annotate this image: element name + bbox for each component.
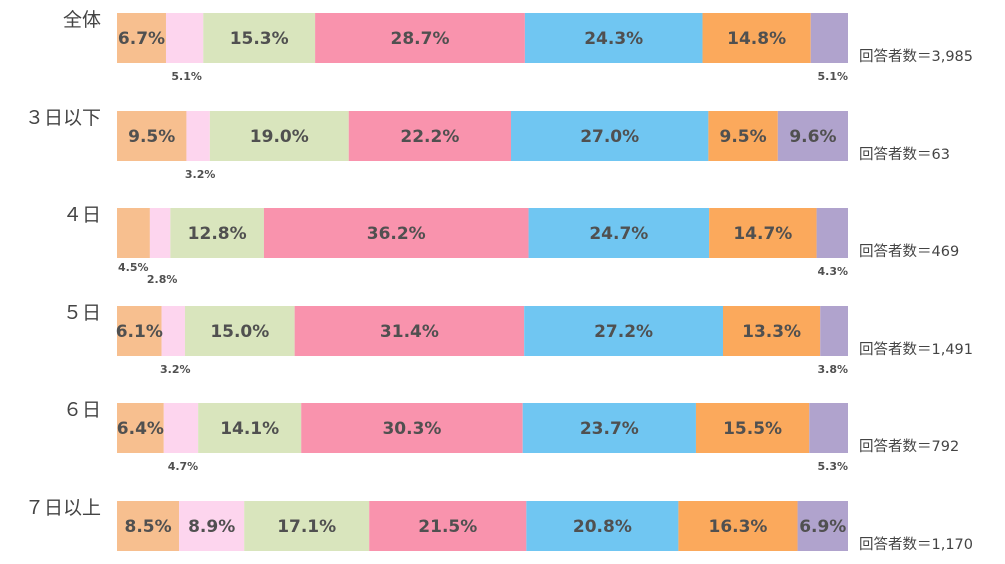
data-label: 3.2% <box>160 363 191 376</box>
bar-segment <box>816 208 848 258</box>
bar-segment <box>809 403 848 453</box>
respondent-count: 回答者数＝3,985 <box>859 48 973 65</box>
bar-segment <box>810 13 848 63</box>
bar-segment <box>678 501 798 551</box>
bar-segment <box>198 403 302 453</box>
data-label: 23.7% <box>580 419 639 439</box>
data-label: 30.3% <box>382 419 441 439</box>
respondent-count: 回答者数＝1,170 <box>859 536 973 553</box>
data-label: 8.9% <box>188 517 235 537</box>
data-label: 8.5% <box>124 517 171 537</box>
data-label: 14.1% <box>220 419 279 439</box>
bar-segment <box>695 403 810 453</box>
bar-segment <box>117 111 187 161</box>
category-label: ７日以上 <box>25 497 101 519</box>
bar-segment <box>244 501 370 551</box>
bar-segment <box>524 306 723 356</box>
bar-segment <box>186 111 210 161</box>
bar-segment <box>165 13 204 63</box>
bar-segment <box>117 208 150 258</box>
data-label: 27.2% <box>594 322 653 342</box>
bar-segment <box>709 208 817 258</box>
category-label: ５日 <box>63 302 101 324</box>
bar-segment <box>777 111 848 161</box>
data-label: 16.3% <box>708 517 767 537</box>
data-label: 24.3% <box>584 29 643 49</box>
bar-segment <box>179 501 245 551</box>
data-label: 21.5% <box>418 517 477 537</box>
data-label: 6.9% <box>799 517 846 537</box>
bar-segment <box>702 13 811 63</box>
data-label: 6.4% <box>117 419 164 439</box>
respondent-count: 回答者数＝1,491 <box>859 341 973 358</box>
data-label: 3.8% <box>817 363 848 376</box>
bar-segment <box>117 13 166 63</box>
respondent-count: 回答者数＝792 <box>859 438 959 455</box>
bar-segment <box>301 403 523 453</box>
data-label: 20.8% <box>573 517 632 537</box>
bar-segment <box>294 306 525 356</box>
bar-segment <box>163 403 199 453</box>
data-label: 6.7% <box>118 29 165 49</box>
bar-segment <box>315 13 525 63</box>
bar-segment <box>524 13 703 63</box>
bar-segment <box>184 306 295 356</box>
data-label: 5.1% <box>171 70 202 83</box>
category-label: ３日以下 <box>25 107 101 129</box>
bar-segment <box>797 501 848 551</box>
data-label: 24.7% <box>589 224 648 244</box>
data-label: 4.7% <box>168 460 199 473</box>
bar-segment <box>161 306 185 356</box>
data-label: 19.0% <box>250 127 309 147</box>
data-label: 15.0% <box>210 322 269 342</box>
data-label: 15.5% <box>723 419 782 439</box>
category-label: ４日 <box>63 204 101 226</box>
bar-segment <box>526 501 679 551</box>
bar-segment <box>170 208 264 258</box>
bar-segment <box>117 306 162 356</box>
bar-segment <box>820 306 848 356</box>
bar-segment <box>723 306 821 356</box>
bar-segment <box>209 111 349 161</box>
data-label: 17.1% <box>277 517 336 537</box>
data-label: 14.7% <box>733 224 792 244</box>
data-label: 28.7% <box>391 29 450 49</box>
data-label: 4.5% <box>118 261 149 274</box>
category-label: 全体 <box>63 9 101 31</box>
data-label: 3.2% <box>185 168 216 181</box>
data-label: 15.3% <box>230 29 289 49</box>
data-label: 36.2% <box>367 224 426 244</box>
data-label: 14.8% <box>727 29 786 49</box>
data-label: 31.4% <box>380 322 439 342</box>
data-label: 9.5% <box>720 127 767 147</box>
bar-segment <box>348 111 512 161</box>
bar-segment <box>528 208 710 258</box>
data-label: 5.3% <box>817 460 848 473</box>
data-label: 4.3% <box>817 265 848 278</box>
bar-segment <box>263 208 529 258</box>
bar-segment <box>117 501 180 551</box>
data-label: 2.8% <box>147 273 178 286</box>
data-label: 9.5% <box>128 127 175 147</box>
data-label: 22.2% <box>400 127 459 147</box>
data-label: 6.1% <box>116 322 163 342</box>
bar-segment <box>708 111 778 161</box>
bar-segment <box>522 403 696 453</box>
data-label: 13.3% <box>742 322 801 342</box>
bar-segment <box>369 501 527 551</box>
data-label: 9.6% <box>789 127 836 147</box>
data-label: 5.1% <box>817 70 848 83</box>
respondent-count: 回答者数＝63 <box>859 146 950 163</box>
data-label: 27.0% <box>580 127 639 147</box>
respondent-count: 回答者数＝469 <box>859 243 959 260</box>
data-label: 12.8% <box>188 224 247 244</box>
category-label: ６日 <box>63 399 101 421</box>
bar-segment <box>511 111 709 161</box>
bar-segment <box>117 403 164 453</box>
bar-segment <box>203 13 316 63</box>
bar-segment <box>149 208 171 258</box>
